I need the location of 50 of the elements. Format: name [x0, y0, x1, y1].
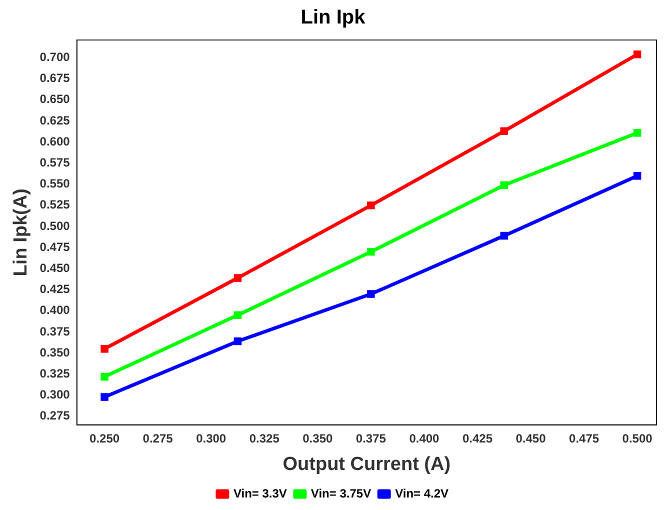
y-tick-label: 0.400	[40, 303, 70, 318]
x-tick-label: 0.500	[622, 431, 653, 446]
point	[633, 128, 642, 137]
point	[500, 181, 508, 190]
y-tick-label: 0.650	[40, 92, 70, 106]
x-tick-label: 0.325	[249, 431, 280, 446]
point	[234, 311, 242, 319]
y-tick-label: 0.300	[40, 388, 70, 402]
y-tick-label: 0.450	[40, 261, 70, 275]
y-tick-label: 0.700	[40, 50, 70, 64]
point	[367, 248, 375, 256]
y-tick-label: 0.500	[40, 218, 70, 233]
point	[234, 337, 242, 346]
legend-label: Vin= 3.75V	[310, 486, 372, 500]
y-tick-label: 0.575	[40, 156, 70, 170]
x-tick-label: 0.250	[90, 431, 120, 446]
y-tick-label: 0.425	[40, 282, 70, 296]
y-tick-label: 0.350	[40, 345, 70, 360]
y-tick-label: 0.625	[40, 113, 70, 128]
legend-label: Vin= 4.2V	[395, 486, 449, 500]
x-tick-label: 0.400	[409, 431, 440, 446]
point	[367, 202, 375, 210]
x-axis-title: Output Current (A)	[282, 454, 451, 475]
point	[500, 232, 508, 240]
point	[234, 274, 242, 282]
x-tick-label: 0.425	[462, 431, 493, 446]
y-tick-label: 0.675	[40, 71, 70, 86]
y-tick-label: 0.475	[40, 240, 70, 254]
y-tick-label: 0.525	[40, 198, 70, 212]
y-axis-title: Lin Ipk(A)	[10, 188, 32, 276]
y-tick-label: 0.325	[40, 366, 70, 380]
x-tick-label: 0.275	[142, 431, 174, 446]
legend-label: Vin= 3.3V	[233, 486, 287, 500]
y-tick-label: 0.275	[40, 408, 70, 423]
x-tick-label: 0.350	[302, 431, 333, 446]
x-tick-label: 0.375	[356, 431, 386, 446]
point	[633, 50, 642, 58]
y-tick-label: 0.600	[40, 134, 70, 148]
chart-title: Lin Ipk	[300, 6, 366, 29]
x-tick-label: 0.475	[569, 431, 600, 446]
point	[100, 393, 108, 401]
point	[500, 127, 508, 136]
point	[100, 372, 108, 381]
point	[633, 172, 642, 180]
y-tick-label: 0.375	[40, 324, 70, 338]
point	[100, 344, 108, 353]
x-tick-label: 0.300	[196, 431, 226, 446]
y-tick-label: 0.550	[40, 176, 70, 191]
point	[367, 290, 375, 298]
x-tick-label: 0.450	[516, 431, 546, 446]
